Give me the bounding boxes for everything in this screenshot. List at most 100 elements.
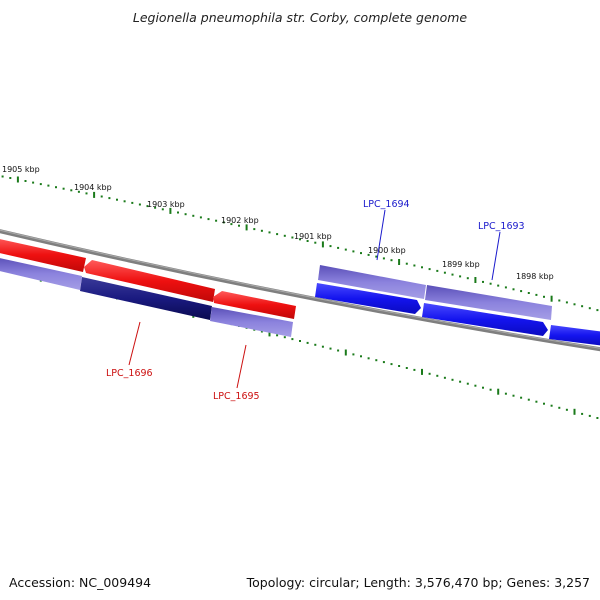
minor-tick: [70, 189, 73, 192]
leader-line-lpc-1695: [236, 344, 247, 389]
cds-bar-lpc-1696[interactable]: [80, 277, 212, 320]
minor-tick: [352, 353, 355, 356]
minor-tick: [390, 363, 393, 366]
minor-tick: [550, 404, 553, 407]
gene-arrow-lpc-1695[interactable]: [213, 291, 296, 319]
minor-tick: [413, 368, 416, 371]
minor-tick: [390, 259, 393, 262]
major-tick: [268, 330, 271, 337]
map-title: Legionella pneumophila str. Corby, compl…: [132, 10, 468, 25]
gene-label-lpc-1696[interactable]: LPC_1696: [106, 368, 153, 379]
minor-tick: [192, 214, 195, 217]
cds-bar-left-partial[interactable]: [0, 257, 82, 290]
minor-tick: [32, 181, 35, 184]
gene-arrow-left-partial[interactable]: [0, 238, 86, 272]
minor-tick: [276, 334, 279, 337]
minor-tick: [428, 268, 431, 271]
minor-tick: [39, 183, 42, 186]
gene-arrow-right-partial[interactable]: [549, 325, 600, 346]
gene-label-lpc-1695[interactable]: LPC_1695: [213, 391, 260, 402]
major-tick: [245, 224, 248, 231]
cds-bar-lpc-1694[interactable]: [318, 265, 426, 299]
minor-tick: [489, 282, 492, 285]
minor-tick: [108, 197, 111, 200]
major-tick: [497, 388, 500, 395]
minor-tick: [596, 309, 599, 312]
minor-tick: [489, 388, 492, 391]
minor-tick: [24, 180, 27, 182]
tick-labels: 1905 kbp 1904 kbp 1903 kbp 1902 kbp 1901…: [2, 165, 554, 281]
minor-tick: [199, 216, 202, 219]
major-tick: [93, 191, 96, 198]
forward-strand-genes: [315, 283, 600, 346]
minor-tick: [443, 376, 446, 379]
genome-backbone: [0, 229, 600, 352]
cds-bar-lpc-1693[interactable]: [425, 285, 552, 320]
cds-bar-lpc-1695[interactable]: [210, 307, 293, 337]
minor-tick: [581, 412, 584, 415]
gene-leader-lines: [128, 209, 501, 389]
minor-tick: [459, 275, 462, 278]
minor-tick: [253, 228, 256, 231]
minor-tick: [321, 345, 324, 348]
minor-tick: [504, 286, 507, 289]
minor-tick: [428, 372, 431, 375]
minor-tick: [527, 292, 530, 294]
tick-label: 1899 kbp: [442, 260, 480, 269]
minor-tick: [1, 175, 4, 178]
gene-arrow-lpc-1694[interactable]: [315, 283, 421, 314]
minor-tick: [77, 190, 80, 193]
minor-tick: [314, 241, 317, 244]
genome-backbone-highlight: [0, 229, 600, 349]
minor-tick: [512, 394, 515, 397]
minor-tick: [177, 211, 179, 214]
accession-text: Accession: NC_009494: [9, 575, 152, 590]
leader-line-lpc-1696: [128, 321, 141, 366]
major-tick: [550, 295, 553, 302]
minor-tick: [588, 414, 591, 417]
minor-tick: [436, 374, 439, 377]
tick-label: 1902 kbp: [221, 216, 259, 225]
minor-tick: [398, 365, 401, 367]
minor-tick: [558, 406, 561, 409]
minor-tick: [337, 349, 340, 352]
minor-tick: [413, 264, 416, 267]
minor-tick: [314, 343, 317, 346]
minor-tick: [451, 378, 454, 381]
leader-line-lpc-1694: [376, 209, 386, 261]
minor-tick: [154, 206, 157, 209]
minor-tick: [565, 301, 568, 304]
tick-label: 1898 kbp: [516, 272, 554, 281]
minor-tick: [543, 402, 545, 405]
major-tick: [421, 368, 423, 375]
minor-tick: [306, 240, 309, 242]
minor-tick: [382, 257, 385, 260]
tick-label: 1903 kbp: [147, 200, 185, 209]
minor-tick: [482, 280, 484, 283]
minor-tick: [260, 229, 263, 232]
minor-tick: [466, 277, 469, 280]
minor-tick: [100, 195, 103, 198]
minor-tick: [116, 198, 118, 201]
minor-tick: [299, 340, 301, 342]
minor-tick: [161, 208, 164, 211]
gene-arrow-lpc-1696[interactable]: [84, 260, 215, 302]
minor-tick: [184, 213, 187, 216]
minor-tick: [367, 253, 370, 256]
minor-tick: [268, 231, 271, 234]
minor-tick: [375, 359, 378, 362]
minor-tick: [466, 382, 469, 385]
leader-line-lpc-1693: [491, 231, 501, 281]
gene-arrow-lpc-1693[interactable]: [422, 303, 548, 336]
gene-label-lpc-1694[interactable]: LPC_1694: [363, 199, 410, 210]
minor-tick: [329, 245, 332, 248]
gene-label-lpc-1693[interactable]: LPC_1693: [478, 221, 525, 232]
gene-labels: LPC_1696 LPC_1695 LPC_1694 LPC_1693: [106, 199, 525, 402]
minor-tick: [344, 248, 347, 251]
minor-tick: [329, 347, 332, 350]
minor-tick: [474, 384, 477, 387]
major-tick: [573, 408, 576, 415]
minor-tick: [47, 184, 50, 187]
minor-tick: [581, 305, 584, 308]
minor-tick: [9, 177, 12, 179]
